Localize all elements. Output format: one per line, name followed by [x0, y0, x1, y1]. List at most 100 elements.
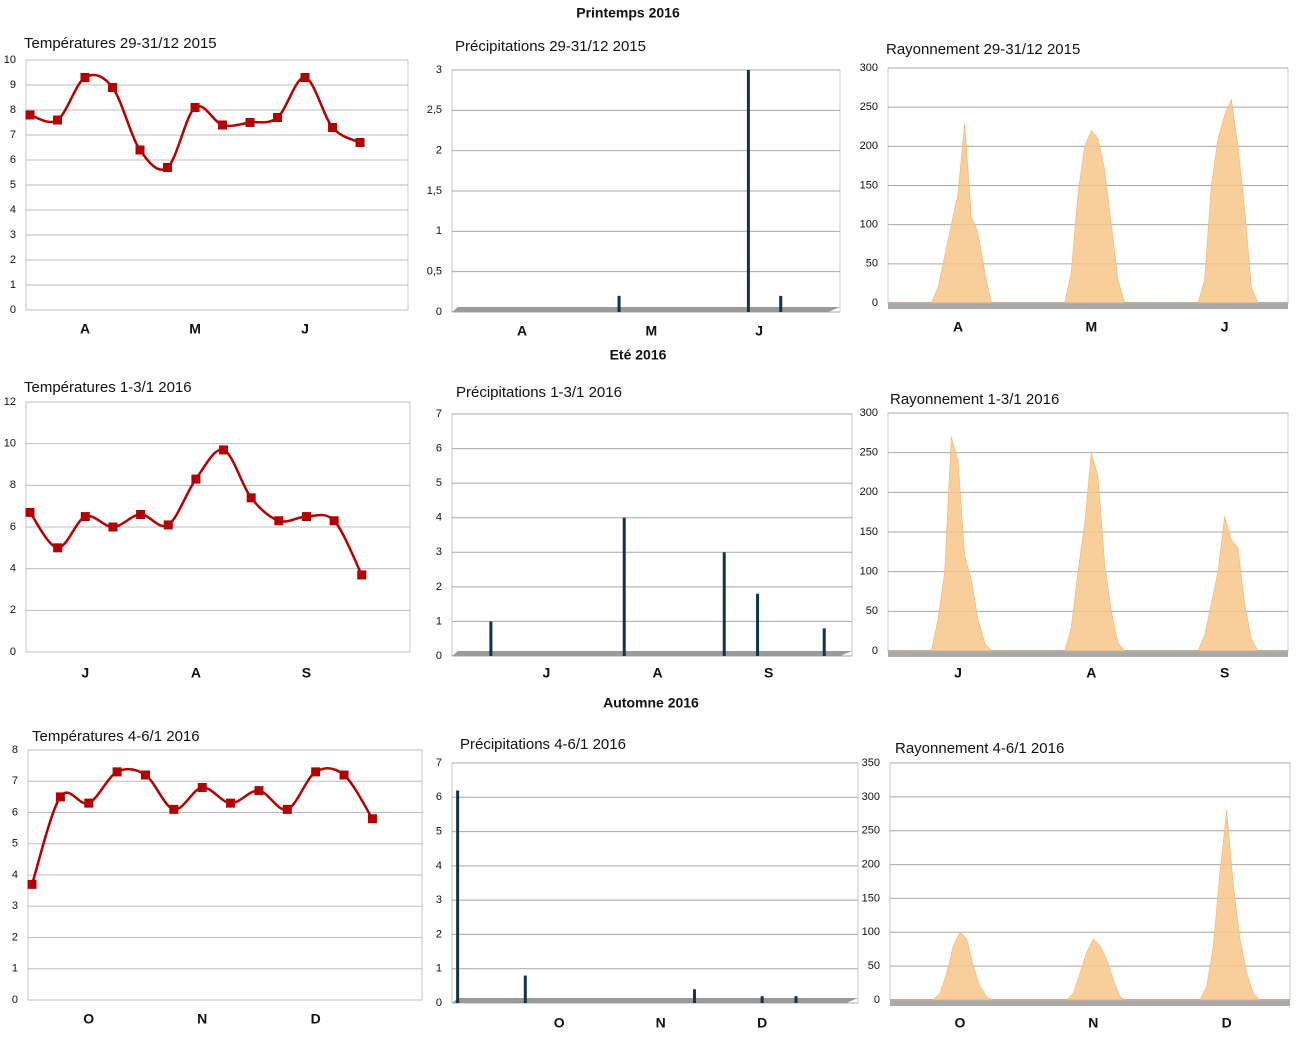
marker	[108, 522, 118, 532]
x-tick-label: M	[1085, 319, 1097, 335]
y-tick-label: 1	[436, 615, 442, 627]
y-tick-label: 3	[436, 546, 442, 558]
y-tick-label: 2,5	[427, 104, 442, 116]
marker	[25, 507, 35, 517]
y-tick-label: 5	[12, 838, 18, 850]
bar	[822, 628, 826, 656]
y-tick-label: 2	[12, 931, 18, 943]
bar	[622, 517, 626, 656]
y-tick-label: 250	[862, 825, 880, 837]
y-tick-label: 3	[436, 894, 442, 906]
y-tick-label: 4	[436, 860, 442, 872]
y-tick-label: 0	[872, 645, 878, 657]
y-tick-label: 0	[436, 997, 442, 1009]
x-tick-label: J	[543, 665, 551, 681]
bar	[692, 989, 696, 1003]
marker	[367, 814, 377, 824]
y-tick-label: 150	[860, 179, 878, 191]
marker	[274, 516, 284, 526]
x-tick-label: D	[311, 1011, 321, 1027]
y-tick-label: 7	[12, 775, 18, 787]
x-tick-label: O	[83, 1011, 94, 1027]
y-tick-label: 300	[862, 791, 880, 803]
section-title: Printemps 2016	[576, 5, 680, 21]
section-title: Automne 2016	[603, 695, 699, 711]
marker	[329, 516, 339, 526]
chart-title: Précipitations 1-3/1 2016	[456, 384, 622, 401]
y-tick-label: 2	[436, 581, 442, 593]
y-tick-label: 1	[436, 963, 442, 975]
marker	[55, 792, 65, 802]
x-tick-label: N	[197, 1011, 207, 1027]
y-tick-label: 100	[860, 219, 878, 231]
bar	[489, 621, 493, 656]
marker	[112, 767, 122, 777]
marker	[301, 512, 311, 522]
marker	[328, 123, 338, 132]
marker	[84, 798, 94, 808]
y-tick-label: 0	[12, 994, 18, 1006]
y-tick-label: 2	[436, 928, 442, 940]
y-tick-label: 0	[10, 646, 16, 658]
area	[888, 436, 1288, 652]
chart-title: Rayonnement 4-6/1 2016	[895, 740, 1064, 757]
bar	[523, 975, 527, 1003]
marker	[226, 798, 236, 808]
marker	[135, 145, 145, 155]
x-tick-label: J	[301, 321, 309, 337]
bar	[617, 295, 621, 312]
marker	[197, 783, 207, 792]
x-tick-label: A	[652, 665, 662, 681]
y-tick-label: 200	[860, 486, 878, 498]
floor	[888, 650, 1288, 657]
bar	[794, 996, 798, 1003]
plot-area	[451, 413, 853, 657]
bar	[722, 552, 726, 656]
marker	[357, 570, 367, 580]
marker	[191, 474, 201, 484]
y-tick-label: 0	[436, 650, 442, 662]
y-tick-label: 10	[4, 438, 16, 450]
y-tick-label: 150	[860, 526, 878, 538]
marker	[339, 770, 349, 780]
y-tick-label: 50	[868, 960, 880, 972]
y-tick-label: 100	[862, 926, 880, 938]
x-tick-label: A	[953, 319, 963, 335]
y-tick-label: 200	[860, 140, 878, 152]
bar	[456, 790, 460, 1003]
y-tick-label: 8	[10, 104, 16, 116]
marker	[311, 767, 321, 777]
y-tick-label: 250	[860, 447, 878, 459]
marker	[355, 138, 365, 147]
floor	[890, 999, 1290, 1006]
chart-title: Rayonnement 1-3/1 2016	[890, 391, 1059, 408]
y-tick-label: 5	[436, 477, 442, 489]
marker	[254, 786, 264, 796]
y-tick-label: 6	[436, 791, 442, 803]
y-tick-label: 8	[12, 744, 18, 756]
x-tick-label: J	[954, 665, 962, 681]
x-tick-label: S	[764, 665, 773, 681]
marker	[80, 73, 90, 82]
y-tick-label: 1	[436, 225, 442, 237]
marker	[218, 120, 228, 130]
y-tick-label: 12	[4, 396, 16, 408]
y-tick-label: 350	[862, 757, 880, 769]
x-tick-label: M	[646, 323, 658, 339]
x-tick-label: S	[302, 665, 311, 681]
y-tick-label: 2	[436, 145, 442, 157]
y-tick-label: 2	[10, 604, 16, 616]
y-tick-label: 5	[10, 179, 16, 191]
y-tick-label: 6	[10, 154, 16, 166]
marker	[53, 115, 63, 125]
y-tick-label: 300	[860, 407, 878, 419]
marker	[27, 879, 37, 889]
bar	[779, 295, 783, 312]
marker	[163, 163, 173, 172]
x-tick-label: J	[81, 665, 89, 681]
y-tick-label: 5	[436, 825, 442, 837]
area	[890, 810, 1290, 1001]
y-tick-label: 4	[436, 512, 442, 524]
y-tick-label: 8	[10, 479, 16, 491]
